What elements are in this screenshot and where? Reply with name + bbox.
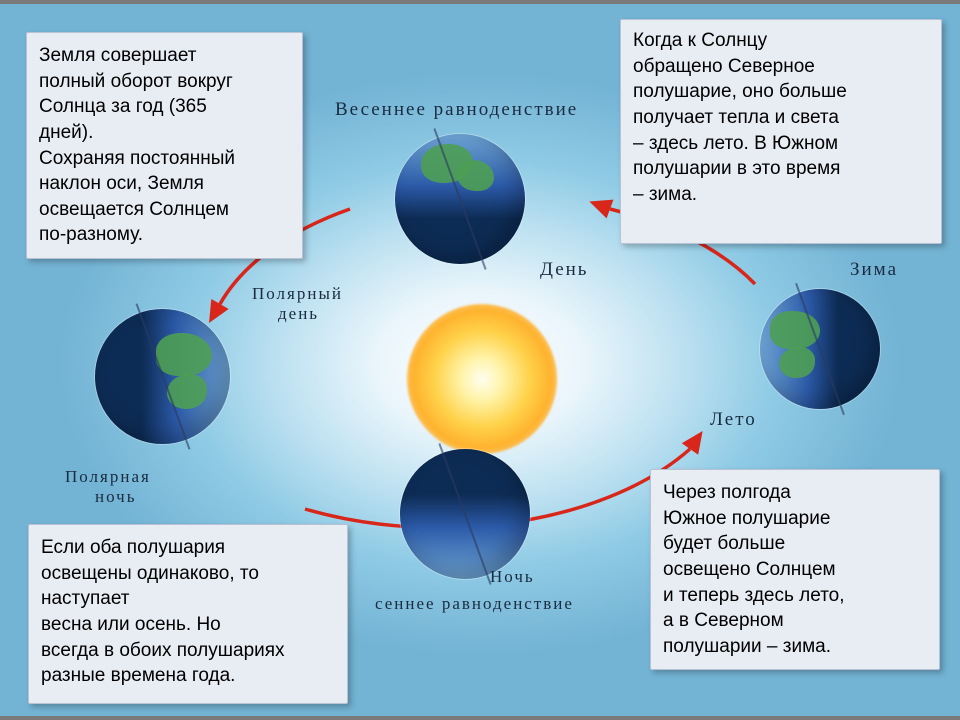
info-textbox-br: Через полгода Южное полушарие будет боль… <box>650 469 940 670</box>
diagram-label: Полярный <box>252 284 343 304</box>
diagram-label: ночь <box>95 487 136 507</box>
diagram-label: день <box>278 304 319 324</box>
earth-left <box>95 309 230 444</box>
diagram-stage: Весеннее равноденствие День Зима Лето Полярн… <box>0 0 960 720</box>
earth-right <box>760 289 880 409</box>
diagram-label: сеннее равноденствие <box>375 594 574 614</box>
info-textbox-bl: Если оба полушария освещены одинаково, т… <box>28 524 348 704</box>
info-textbox-tl: Земля совершает полный оборот вокруг Сол… <box>26 32 303 259</box>
earth-bottom <box>400 449 530 579</box>
diagram-label: Лето <box>710 409 757 431</box>
diagram-label: Зима <box>850 259 898 281</box>
sun <box>407 304 557 454</box>
earth-top <box>395 134 525 264</box>
diagram-label: День <box>540 259 588 281</box>
diagram-label: Ночь <box>490 567 535 587</box>
info-textbox-tr: Когда к Солнцу обращено Северное полушар… <box>620 19 942 244</box>
diagram-label: Весеннее равноденствие <box>335 99 578 121</box>
diagram-label: Полярная <box>65 467 151 487</box>
